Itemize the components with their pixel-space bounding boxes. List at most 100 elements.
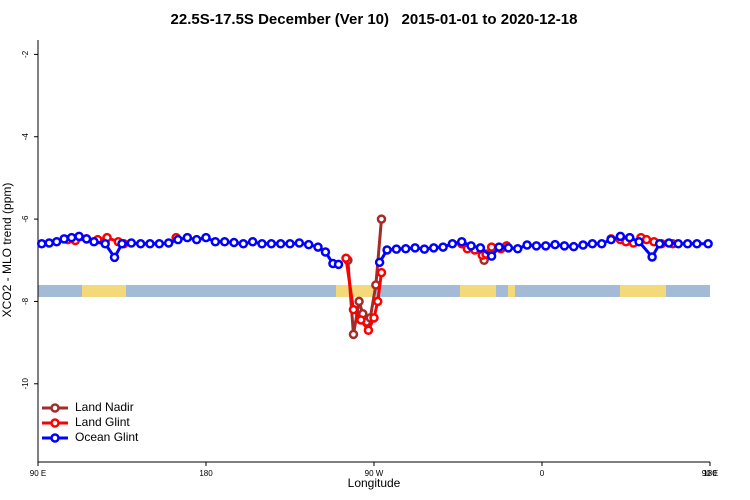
data-point xyxy=(266,239,277,249)
data-point xyxy=(438,242,448,252)
data-point xyxy=(369,313,379,323)
data-point xyxy=(372,296,383,307)
data-point xyxy=(466,241,476,251)
data-point xyxy=(333,259,344,270)
data-point xyxy=(163,238,174,248)
data-point xyxy=(596,239,607,249)
data-point xyxy=(447,239,458,249)
data-point xyxy=(109,252,120,263)
y-axis-label: XCO2 - MLO trend (ppm) xyxy=(0,183,14,318)
data-point xyxy=(257,239,267,249)
data-point xyxy=(117,239,127,249)
legend-label: Ocean Glint xyxy=(75,430,139,444)
data-point xyxy=(229,237,239,248)
data-point xyxy=(703,239,713,249)
data-point xyxy=(126,238,137,248)
data-point xyxy=(201,232,211,243)
data-point xyxy=(531,241,542,251)
data-point xyxy=(391,244,402,254)
x-axis-label: Longitude xyxy=(348,476,401,490)
data-point xyxy=(238,239,249,249)
data-point xyxy=(44,238,54,248)
data-point xyxy=(354,296,364,307)
data-point xyxy=(275,239,286,249)
data-point xyxy=(348,329,359,340)
data-point xyxy=(692,239,702,249)
data-point xyxy=(313,242,323,252)
data-point xyxy=(550,239,560,250)
y-tick-label: -8 xyxy=(21,297,30,305)
y-tick-label: -6 xyxy=(21,215,30,223)
data-point xyxy=(682,239,693,249)
data-point xyxy=(145,239,155,249)
data-point xyxy=(503,243,514,253)
data-point xyxy=(568,241,579,252)
data-point xyxy=(182,232,193,243)
data-point xyxy=(219,236,230,247)
x-tick-label: 90 W xyxy=(365,469,384,478)
data-point xyxy=(587,239,598,249)
y-tick-label: -10 xyxy=(21,377,30,389)
data-point xyxy=(522,240,532,250)
data-point xyxy=(486,242,497,252)
data-point xyxy=(81,234,92,244)
land-band xyxy=(336,285,376,297)
data-point xyxy=(59,234,69,244)
data-point xyxy=(74,231,84,242)
land-band xyxy=(508,285,515,297)
data-point xyxy=(341,253,351,263)
land-band xyxy=(460,285,496,297)
data-point xyxy=(51,236,62,247)
data-point xyxy=(400,243,411,254)
data-point xyxy=(486,251,497,261)
data-point xyxy=(641,234,652,245)
data-point xyxy=(615,231,626,242)
data-point xyxy=(154,239,165,249)
data-point xyxy=(578,240,588,250)
x-tick-label: 90 E xyxy=(30,469,46,478)
data-point xyxy=(294,238,305,248)
data-point xyxy=(559,241,570,251)
data-point xyxy=(624,232,635,243)
data-point xyxy=(356,315,366,325)
data-point xyxy=(303,239,314,250)
data-point xyxy=(66,232,77,243)
data-point xyxy=(512,243,523,254)
data-point xyxy=(247,236,258,247)
data-point xyxy=(410,243,420,253)
legend-label: Land Glint xyxy=(75,415,130,429)
legend-label: Land Nadir xyxy=(75,400,134,414)
data-point xyxy=(376,214,387,224)
data-point xyxy=(320,247,331,257)
x-tick-label: 180 xyxy=(703,469,717,478)
data-point xyxy=(428,243,439,253)
x-tick-label: 90 E xyxy=(702,469,718,478)
data-point xyxy=(419,244,430,254)
y-tick-label: -2 xyxy=(21,50,30,58)
data-point xyxy=(210,236,221,247)
legend-marker xyxy=(50,433,60,443)
data-point xyxy=(634,236,644,247)
data-point xyxy=(456,236,467,247)
data-point xyxy=(89,236,99,247)
data-point xyxy=(376,267,387,278)
series xyxy=(344,216,487,338)
data-point xyxy=(191,234,202,245)
legend-marker xyxy=(50,403,60,413)
data-point xyxy=(540,241,551,251)
data-point xyxy=(647,252,657,262)
data-point xyxy=(606,234,616,245)
data-point xyxy=(664,238,674,248)
data-point xyxy=(494,242,504,252)
data-point xyxy=(363,325,374,336)
data-point xyxy=(173,234,183,245)
legend-marker xyxy=(50,418,60,428)
y-tick-label: -4 xyxy=(21,133,30,141)
x-tick-label: 180 xyxy=(199,469,213,478)
data-point xyxy=(135,239,146,249)
land-band xyxy=(620,285,666,297)
data-point xyxy=(36,239,47,249)
data-point xyxy=(654,239,665,249)
